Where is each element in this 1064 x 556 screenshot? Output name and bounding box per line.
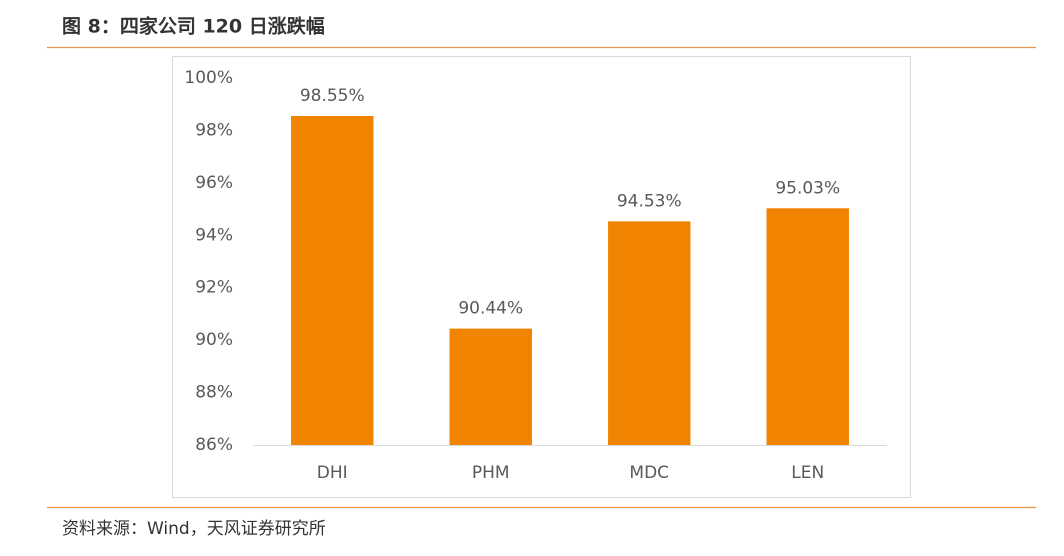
chart-title: 图 8：四家公司 120 日涨跌幅 <box>62 15 325 38</box>
y-tick-label: 92% <box>195 278 233 298</box>
x-tick-label: MDC <box>629 463 669 483</box>
x-tick-label: PHM <box>472 463 510 483</box>
value-label: 95.03% <box>775 178 840 198</box>
y-tick-label: 86% <box>195 435 233 455</box>
x-tick-label: DHI <box>317 463 348 483</box>
source-note: 资料来源：Wind，天风证券研究所 <box>62 519 326 539</box>
value-label: 90.44% <box>458 299 523 319</box>
bar <box>766 208 849 445</box>
y-tick-label: 94% <box>195 225 233 245</box>
bar <box>291 116 374 445</box>
y-tick-label: 98% <box>195 120 233 140</box>
bar <box>608 221 691 445</box>
value-label: 94.53% <box>617 191 682 211</box>
value-label: 98.55% <box>300 86 365 106</box>
bar <box>449 328 532 445</box>
y-tick-label: 88% <box>195 383 233 403</box>
y-tick-label: 96% <box>195 173 233 193</box>
y-tick-label: 90% <box>195 330 233 350</box>
x-tick-label: LEN <box>791 463 824 483</box>
y-tick-label: 100% <box>184 68 233 88</box>
chart-frame <box>172 56 911 498</box>
